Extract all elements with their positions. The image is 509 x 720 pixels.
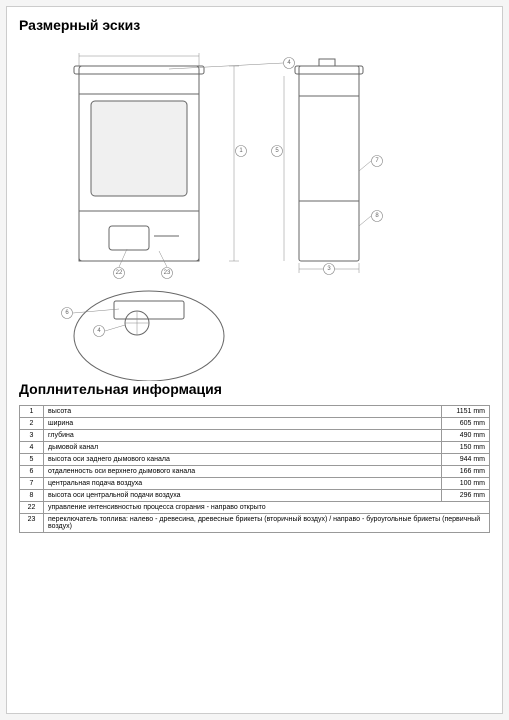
heading-info: Доплнительная информация xyxy=(19,381,490,397)
row-number: 22 xyxy=(20,502,44,514)
spec-table: 1высота1151 mm2ширина605 mm3глубина490 m… xyxy=(19,405,490,533)
row-label: высота оси центральной подачи воздуха xyxy=(44,490,442,502)
top-view xyxy=(73,291,224,381)
row-value: 150 mm xyxy=(442,442,490,454)
table-row: 22управление интенсивностью процесса сго… xyxy=(20,502,490,514)
row-number: 1 xyxy=(20,406,44,418)
table-row: 6отдаленность оси верхнего дымового кана… xyxy=(20,466,490,478)
row-number: 3 xyxy=(20,430,44,442)
table-row: 3глубина490 mm xyxy=(20,430,490,442)
dimensional-diagram: 4122235786423 xyxy=(19,41,490,381)
row-value: 166 mm xyxy=(442,466,490,478)
row-value: 490 mm xyxy=(442,430,490,442)
row-label: высота оси заднего дымового канала xyxy=(44,454,442,466)
row-label: отдаленность оси верхнего дымового канал… xyxy=(44,466,442,478)
row-label: дымовой канал xyxy=(44,442,442,454)
row-label: переключатель топлива: налево - древесин… xyxy=(44,514,490,533)
table-row: 2ширина605 mm xyxy=(20,418,490,430)
row-value: 1151 mm xyxy=(442,406,490,418)
heading-sketch: Размерный эскиз xyxy=(19,17,490,33)
row-number: 6 xyxy=(20,466,44,478)
row-value: 296 mm xyxy=(442,490,490,502)
svg-text:23: 23 xyxy=(164,270,171,276)
table-row: 5высота оси заднего дымового канала944 m… xyxy=(20,454,490,466)
diagram-svg: 4122235786423 xyxy=(19,41,479,381)
row-number: 5 xyxy=(20,454,44,466)
table-row: 1высота1151 mm xyxy=(20,406,490,418)
table-row: 7центральная подача воздуха100 mm xyxy=(20,478,490,490)
row-number: 7 xyxy=(20,478,44,490)
row-number: 2 xyxy=(20,418,44,430)
row-value: 605 mm xyxy=(442,418,490,430)
table-row: 8высота оси центральной подачи воздуха29… xyxy=(20,490,490,502)
row-value: 100 mm xyxy=(442,478,490,490)
table-row: 4дымовой канал150 mm xyxy=(20,442,490,454)
row-number: 4 xyxy=(20,442,44,454)
document-page: Размерный эскиз xyxy=(6,6,503,714)
svg-text:22: 22 xyxy=(116,270,123,276)
side-view xyxy=(284,59,371,273)
row-label: центральная подача воздуха xyxy=(44,478,442,490)
row-number: 23 xyxy=(20,514,44,533)
row-number: 8 xyxy=(20,490,44,502)
table-row: 23переключатель топлива: налево - древес… xyxy=(20,514,490,533)
row-value: 944 mm xyxy=(442,454,490,466)
row-label: ширина xyxy=(44,418,442,430)
front-view xyxy=(74,53,283,267)
row-label: глубина xyxy=(44,430,442,442)
row-label: высота xyxy=(44,406,442,418)
row-label: управление интенсивностью процесса сгора… xyxy=(44,502,490,514)
